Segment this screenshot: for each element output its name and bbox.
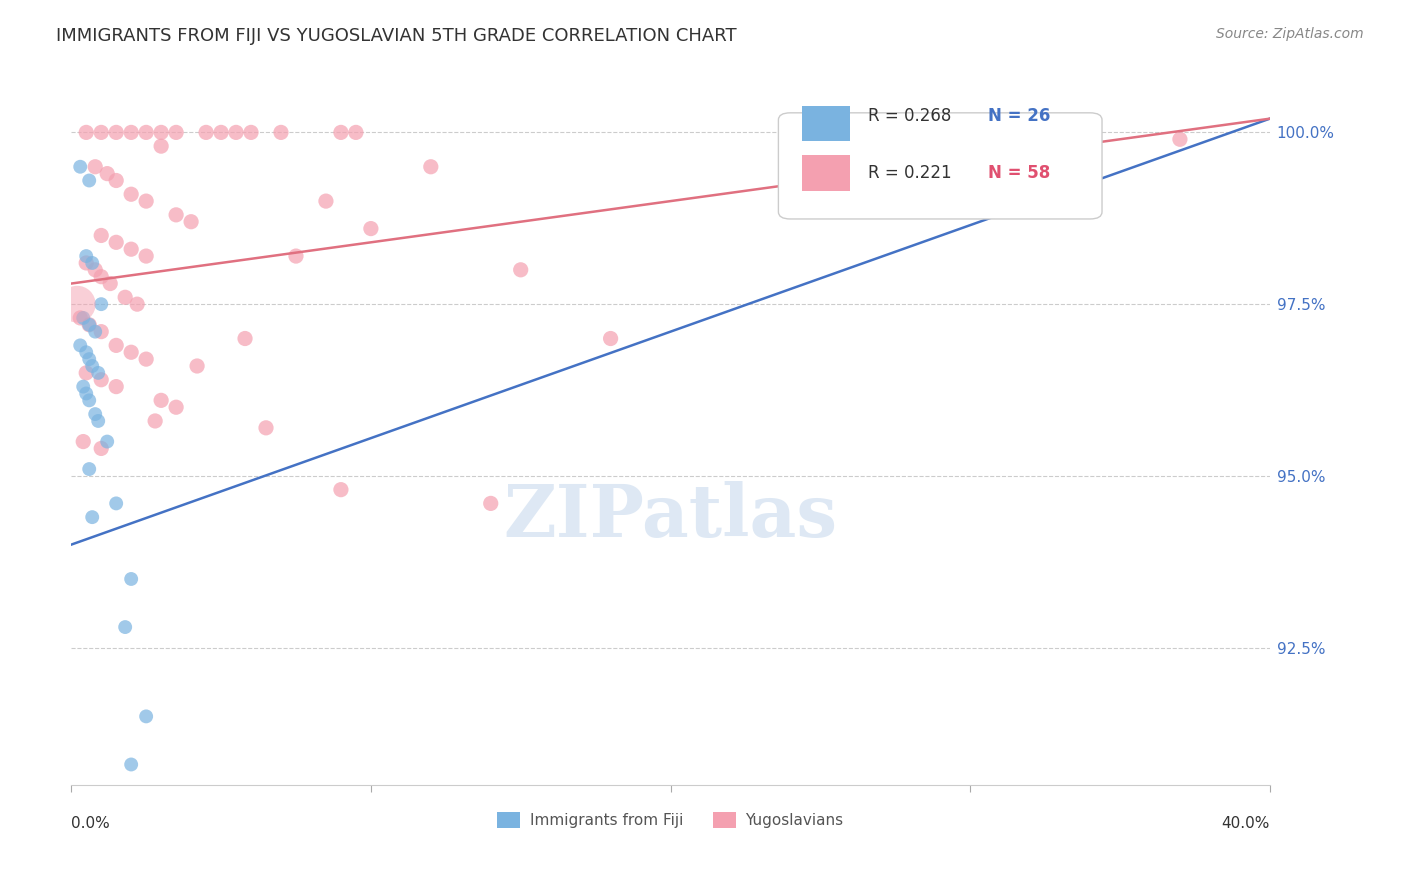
Point xyxy=(75,366,97,380)
Point xyxy=(77,462,100,476)
Point xyxy=(180,215,202,229)
Point xyxy=(135,194,157,208)
Point xyxy=(77,173,100,187)
Point xyxy=(360,221,382,235)
Point xyxy=(72,310,94,325)
Point xyxy=(120,757,142,772)
Text: 0.0%: 0.0% xyxy=(72,816,110,831)
Point xyxy=(135,125,157,139)
Point xyxy=(509,262,531,277)
Point xyxy=(135,249,157,263)
Point xyxy=(186,359,208,373)
Point xyxy=(75,345,97,359)
Point xyxy=(75,256,97,270)
Point xyxy=(120,125,142,139)
Point xyxy=(120,572,142,586)
Point xyxy=(77,318,100,332)
Point xyxy=(254,421,277,435)
Point xyxy=(90,297,112,311)
Point xyxy=(105,496,128,510)
Point xyxy=(96,434,118,449)
Point xyxy=(285,249,308,263)
Point xyxy=(90,373,112,387)
Point xyxy=(75,386,97,401)
Point xyxy=(84,160,107,174)
Point xyxy=(77,318,100,332)
Point xyxy=(90,325,112,339)
Point xyxy=(96,167,118,181)
Point xyxy=(82,256,104,270)
Point xyxy=(209,125,232,139)
Point xyxy=(84,325,107,339)
Point xyxy=(77,393,100,408)
Text: R = 0.268: R = 0.268 xyxy=(869,107,952,126)
Text: N = 58: N = 58 xyxy=(988,164,1050,182)
Point xyxy=(195,125,218,139)
Point xyxy=(90,442,112,456)
Point xyxy=(150,139,173,153)
Point xyxy=(479,496,502,510)
Point xyxy=(90,269,112,284)
Point xyxy=(150,393,173,408)
Point xyxy=(120,187,142,202)
Point xyxy=(315,194,337,208)
Text: ZIPatlas: ZIPatlas xyxy=(503,481,838,551)
Point xyxy=(120,345,142,359)
Point xyxy=(77,352,100,367)
Point xyxy=(87,414,110,428)
Point xyxy=(150,125,173,139)
Legend: Immigrants from Fiji, Yugoslavians: Immigrants from Fiji, Yugoslavians xyxy=(491,805,849,834)
Point xyxy=(114,620,136,634)
Point xyxy=(72,379,94,393)
Point xyxy=(1168,132,1191,146)
Point xyxy=(419,160,441,174)
Point xyxy=(69,338,91,352)
Point xyxy=(344,125,367,139)
Text: IMMIGRANTS FROM FIJI VS YUGOSLAVIAN 5TH GRADE CORRELATION CHART: IMMIGRANTS FROM FIJI VS YUGOSLAVIAN 5TH … xyxy=(56,27,737,45)
Point xyxy=(143,414,166,428)
Point xyxy=(135,709,157,723)
Text: R = 0.221: R = 0.221 xyxy=(869,164,952,182)
Point xyxy=(75,249,97,263)
Point xyxy=(105,173,128,187)
Bar xyxy=(803,155,851,191)
Point xyxy=(329,125,352,139)
Point xyxy=(114,290,136,304)
Point xyxy=(329,483,352,497)
Point xyxy=(105,125,128,139)
Point xyxy=(69,160,91,174)
Point xyxy=(82,510,104,524)
Point xyxy=(82,359,104,373)
Point xyxy=(165,401,187,415)
Point xyxy=(270,125,292,139)
Point xyxy=(135,352,157,367)
Point xyxy=(240,125,263,139)
Point xyxy=(84,407,107,421)
Point xyxy=(69,310,91,325)
Point xyxy=(75,125,97,139)
Point xyxy=(90,228,112,243)
Point xyxy=(105,338,128,352)
Point xyxy=(90,125,112,139)
Point xyxy=(98,277,121,291)
Point xyxy=(84,262,107,277)
Point xyxy=(120,242,142,256)
Point xyxy=(165,208,187,222)
Point xyxy=(87,366,110,380)
Point xyxy=(225,125,247,139)
Point xyxy=(105,379,128,393)
Point xyxy=(599,332,621,346)
Point xyxy=(233,332,256,346)
FancyBboxPatch shape xyxy=(779,112,1102,219)
Point xyxy=(66,297,89,311)
Point xyxy=(105,235,128,250)
Text: N = 26: N = 26 xyxy=(988,107,1050,126)
Text: Source: ZipAtlas.com: Source: ZipAtlas.com xyxy=(1216,27,1364,41)
Point xyxy=(165,125,187,139)
Point xyxy=(127,297,149,311)
Bar xyxy=(803,106,851,141)
Text: 40.0%: 40.0% xyxy=(1222,816,1270,831)
Point xyxy=(72,434,94,449)
